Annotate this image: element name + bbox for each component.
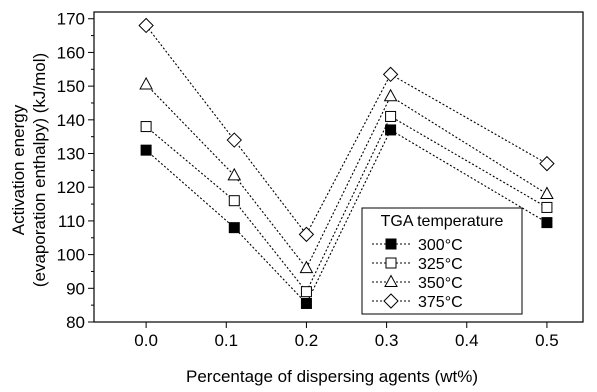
series-markers <box>138 17 555 309</box>
data-point <box>140 144 152 156</box>
legend: TGA temperature 300°C 325°C 350°C 375°C <box>361 207 523 315</box>
y-tick-label: 170 <box>57 10 85 29</box>
data-point <box>227 167 242 181</box>
legend-label: 375°C <box>418 294 463 311</box>
y-tick-label: 110 <box>58 212 85 231</box>
data-point <box>226 132 242 148</box>
data-point <box>540 186 554 199</box>
data-point <box>385 124 397 136</box>
data-point <box>140 121 152 133</box>
series-line-4 <box>145 25 548 236</box>
plot-frame <box>93 11 584 323</box>
y-tick-label: 140 <box>57 111 85 130</box>
y-axis-title-line-2: (evaporation enthalpy) (kJ/mol) <box>30 53 49 287</box>
data-point <box>138 17 154 34</box>
legend-label: 350°C <box>418 275 463 292</box>
legend-title: TGA temperature <box>381 213 504 230</box>
legend-marker <box>384 274 398 287</box>
data-point <box>298 226 315 243</box>
data-point <box>300 286 312 298</box>
legend-items: 300°C 325°C 350°C 375°C <box>372 237 463 311</box>
x-tick-label: 0.1 <box>214 331 238 350</box>
x-tick-label: 0.2 <box>295 331 319 350</box>
data-point <box>139 76 153 90</box>
data-point <box>382 66 399 83</box>
legend-marker <box>385 257 397 269</box>
data-point <box>228 222 240 234</box>
plot-area-border <box>93 11 584 323</box>
data-point <box>299 260 314 274</box>
data-point <box>383 88 398 102</box>
legend-label: 300°C <box>418 237 463 254</box>
data-point <box>385 110 397 122</box>
y-tick-label: 150 <box>57 77 85 96</box>
series-line-2 <box>145 115 548 293</box>
y-tick-label: 100 <box>57 246 85 265</box>
data-point <box>539 155 555 172</box>
y-tick-label: 120 <box>57 178 85 197</box>
x-tick-label: 0.4 <box>455 331 479 350</box>
data-point <box>228 195 240 207</box>
y-tick-label: 80 <box>66 313 85 332</box>
x-axis-title: Percentage of dispersing agents (wt%) <box>186 367 478 386</box>
x-tick-label: 0.5 <box>535 331 559 350</box>
data-point <box>541 217 553 229</box>
y-axis-ticks: 80 90 100 110 120 130 140 150 160 170 <box>57 10 94 332</box>
legend-marker <box>383 293 399 309</box>
y-tick-label: 160 <box>57 43 85 62</box>
data-point <box>300 297 312 309</box>
x-tick-label: 0.3 <box>375 331 399 350</box>
y-tick-label: 90 <box>66 279 85 298</box>
y-tick-label: 130 <box>57 145 85 164</box>
legend-label: 325°C <box>418 256 463 273</box>
data-point <box>541 201 553 213</box>
y-axis-title-line-1: Activation energy <box>9 104 28 235</box>
x-tick-label: 0.0 <box>134 331 158 350</box>
x-axis-ticks: 0.0 0.1 0.2 0.3 0.4 0.5 <box>134 322 559 350</box>
legend-marker <box>385 238 397 250</box>
